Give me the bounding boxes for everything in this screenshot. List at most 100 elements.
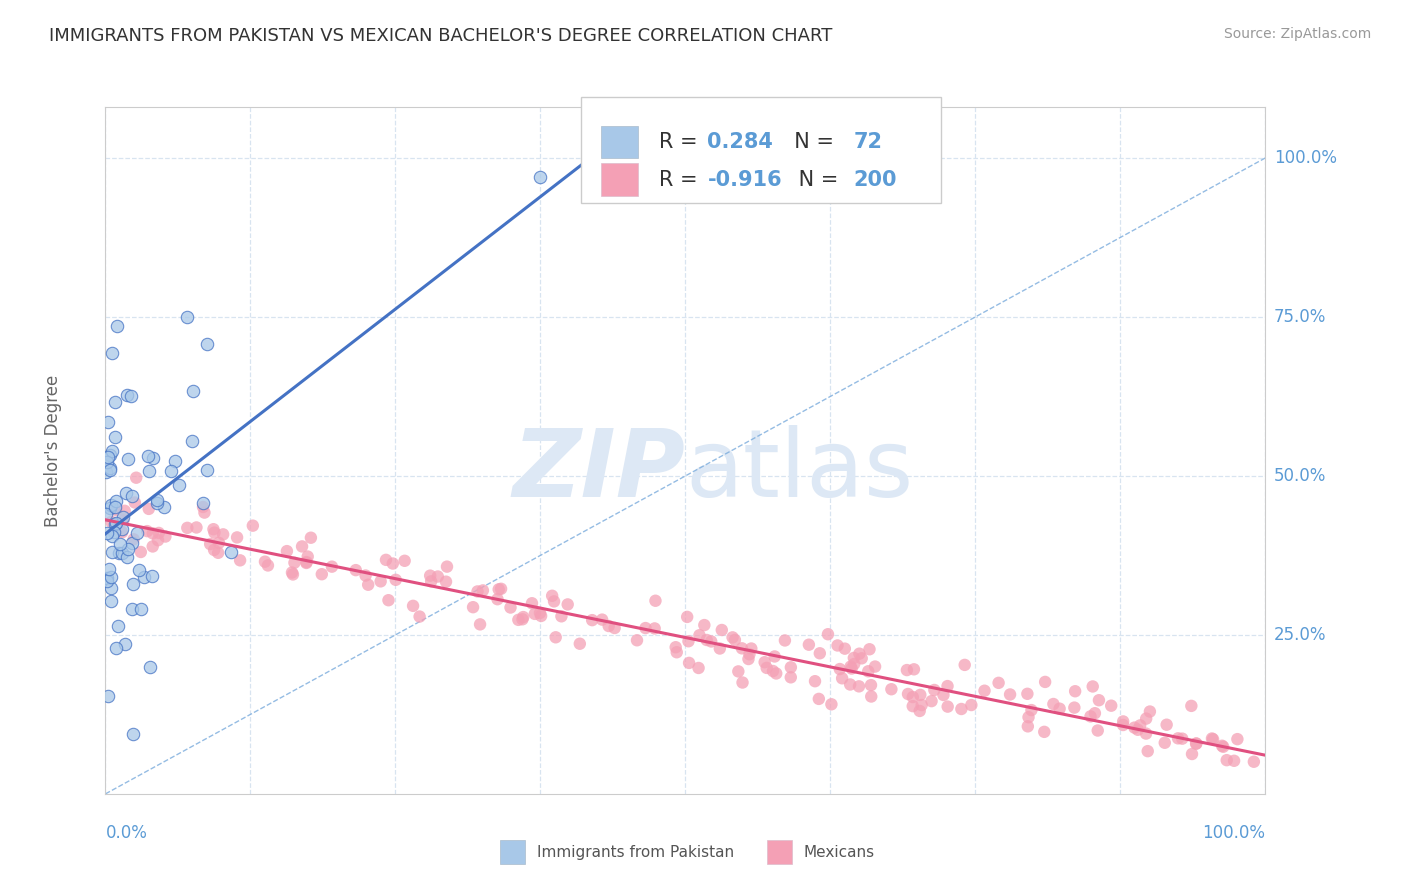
Point [897, 687, 920, 701]
Point [779, 670, 801, 684]
Point [98, 448, 121, 462]
Text: N =: N = [780, 132, 841, 152]
Point [842, 651, 865, 665]
Point [117, 451, 139, 466]
Point [731, 675, 754, 690]
Point [208, 536, 231, 550]
Point [820, 698, 842, 712]
Point [96, 574, 118, 589]
Point [115, 485, 138, 500]
Point [1215, 753, 1237, 767]
Point [114, 504, 136, 518]
Point [827, 639, 849, 653]
Point [665, 640, 688, 655]
Point [176, 521, 198, 535]
Text: ZIP: ZIP [513, 425, 686, 517]
Point [1136, 744, 1159, 758]
Text: 25.0%: 25.0% [1274, 626, 1326, 644]
Point [1126, 723, 1149, 737]
Point [98, 461, 121, 475]
Text: 0.284: 0.284 [707, 132, 773, 152]
Point [1223, 754, 1246, 768]
Point [581, 613, 603, 627]
Point [1063, 700, 1085, 714]
Point [111, 525, 134, 540]
Point [420, 574, 443, 589]
Point [107, 618, 129, 632]
Point [950, 702, 973, 716]
Point [419, 568, 441, 582]
Point [731, 641, 754, 656]
Point [1171, 731, 1194, 746]
Point [129, 545, 152, 559]
Point [1139, 705, 1161, 719]
Point [104, 494, 127, 508]
Point [100, 581, 122, 595]
Point [96, 571, 118, 585]
Point [96, 526, 118, 541]
Point [1129, 718, 1152, 732]
Point [100, 515, 122, 529]
Point [896, 663, 918, 677]
Text: Bachelor's Degree: Bachelor's Degree [44, 375, 62, 526]
Text: 75.0%: 75.0% [1274, 308, 1326, 326]
Point [858, 665, 880, 679]
Point [591, 613, 613, 627]
Point [117, 541, 139, 556]
Point [499, 600, 522, 615]
Point [191, 500, 214, 514]
Point [1153, 736, 1175, 750]
Point [1135, 726, 1157, 740]
Point [142, 450, 165, 465]
Point [139, 660, 162, 674]
Point [165, 453, 187, 467]
Point [1033, 724, 1056, 739]
Point [700, 634, 723, 648]
Point [111, 546, 134, 560]
Point [557, 598, 579, 612]
Point [101, 346, 124, 360]
Point [678, 634, 700, 648]
Text: R =: R = [659, 132, 704, 152]
Point [101, 443, 124, 458]
Point [105, 319, 128, 334]
Point [100, 569, 122, 583]
Point [155, 529, 177, 543]
Point [1087, 723, 1109, 738]
Point [727, 665, 749, 679]
Point [709, 641, 731, 656]
Point [105, 503, 128, 517]
Point [121, 602, 143, 616]
Point [1080, 709, 1102, 723]
Point [848, 679, 870, 693]
Point [242, 518, 264, 533]
Point [321, 559, 343, 574]
Point [112, 514, 135, 528]
Point [97, 415, 120, 429]
Point [467, 584, 489, 599]
Point [207, 546, 229, 560]
Point [281, 566, 304, 580]
Point [1181, 747, 1204, 761]
Point [195, 462, 218, 476]
Point [488, 582, 510, 597]
Point [626, 633, 648, 648]
Point [863, 659, 886, 673]
Point [844, 657, 866, 671]
Point [121, 389, 143, 403]
Point [644, 593, 666, 607]
Point [204, 525, 226, 540]
Point [1123, 721, 1146, 735]
Point [115, 549, 138, 564]
Point [779, 660, 801, 674]
Point [105, 640, 128, 655]
Point [283, 556, 305, 570]
Point [104, 430, 127, 444]
Point [145, 493, 167, 508]
Text: 72: 72 [853, 132, 883, 152]
Point [936, 679, 959, 693]
Point [146, 533, 169, 548]
Point [402, 599, 425, 613]
Point [512, 612, 534, 626]
Point [103, 524, 125, 539]
